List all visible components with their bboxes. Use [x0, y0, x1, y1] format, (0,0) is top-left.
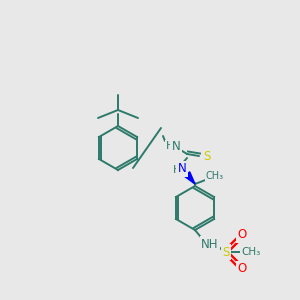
Text: CH₃: CH₃: [242, 247, 261, 257]
Text: S: S: [222, 245, 230, 259]
Text: CH₃: CH₃: [206, 171, 224, 181]
Polygon shape: [184, 172, 195, 184]
Text: S: S: [203, 151, 211, 164]
Text: H: H: [173, 165, 181, 175]
Text: H: H: [166, 141, 174, 151]
Text: O: O: [237, 229, 247, 242]
Text: O: O: [237, 262, 247, 275]
Text: N: N: [172, 140, 180, 152]
Text: N: N: [178, 163, 186, 176]
Text: NH: NH: [201, 238, 219, 250]
